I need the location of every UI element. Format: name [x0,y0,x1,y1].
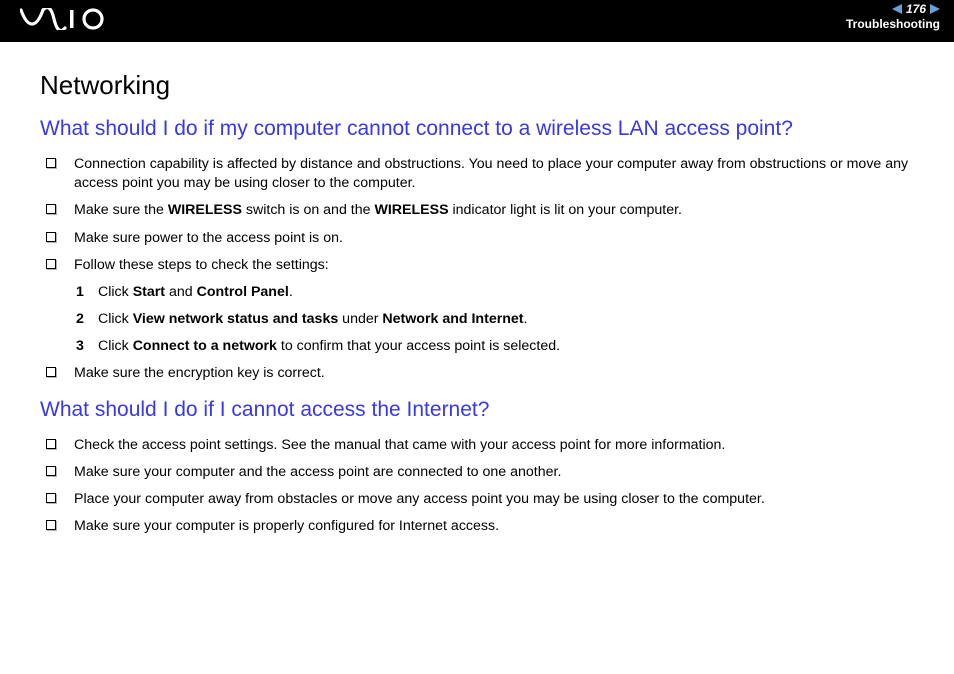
list-text: Make sure the encryption key is correct. [74,364,914,383]
list-item: Make sure your computer is properly conf… [40,517,914,536]
question-heading-2: What should I do if I cannot access the … [40,398,914,422]
checkbox-bullet-icon [46,466,56,476]
step-text: Click Connect to a network to confirm th… [98,337,914,356]
step-text: Click Start and Control Panel. [98,283,914,302]
next-page-arrow-icon[interactable] [930,4,940,14]
list-item: Make sure the encryption key is correct. [40,364,914,383]
checkbox-bullet-icon [46,520,56,530]
checkbox-bullet-icon [46,493,56,503]
checkbox-bullet-icon [46,204,56,214]
page-number: 176 [906,2,926,16]
page-header: 176 Troubleshooting [0,0,954,42]
list-item: Follow these steps to check the settings… [40,256,914,275]
step-text: Click View network status and tasks unde… [98,310,914,329]
list-text: Make sure the WIRELESS switch is on and … [74,201,914,220]
header-right: 176 Troubleshooting [846,0,940,32]
step-item: 1 Click Start and Control Panel. [76,283,914,302]
prev-page-arrow-icon[interactable] [892,4,902,14]
list-item: Make sure your computer and the access p… [40,463,914,482]
vaio-logo [20,8,110,35]
checkbox-bullet-icon [46,367,56,377]
list-item: Check the access point settings. See the… [40,436,914,455]
list-text: Follow these steps to check the settings… [74,256,914,275]
list-text: Check the access point settings. See the… [74,436,914,455]
checkbox-bullet-icon [46,158,56,168]
list-text: Make sure power to the access point is o… [74,229,914,248]
list-text: Place your computer away from obstacles … [74,490,914,509]
list-item: Place your computer away from obstacles … [40,490,914,509]
checkbox-bullet-icon [46,259,56,269]
step-item: 3 Click Connect to a network to confirm … [76,337,914,356]
page-title: Networking [40,70,914,101]
list-item: Make sure the WIRELESS switch is on and … [40,201,914,220]
step-number: 3 [76,337,98,356]
list-text: Make sure your computer and the access p… [74,463,914,482]
question-heading-1: What should I do if my computer cannot c… [40,117,914,141]
list-item: Connection capability is affected by dis… [40,155,914,193]
page-navigation: 176 [846,2,940,16]
step-number: 2 [76,310,98,329]
section-label: Troubleshooting [846,17,940,31]
checkbox-bullet-icon [46,439,56,449]
list-item: Make sure power to the access point is o… [40,229,914,248]
step-item: 2 Click View network status and tasks un… [76,310,914,329]
list-text: Make sure your computer is properly conf… [74,517,914,536]
checkbox-bullet-icon [46,232,56,242]
page-content: Networking What should I do if my comput… [0,42,954,564]
step-number: 1 [76,283,98,302]
list-text: Connection capability is affected by dis… [74,155,914,193]
